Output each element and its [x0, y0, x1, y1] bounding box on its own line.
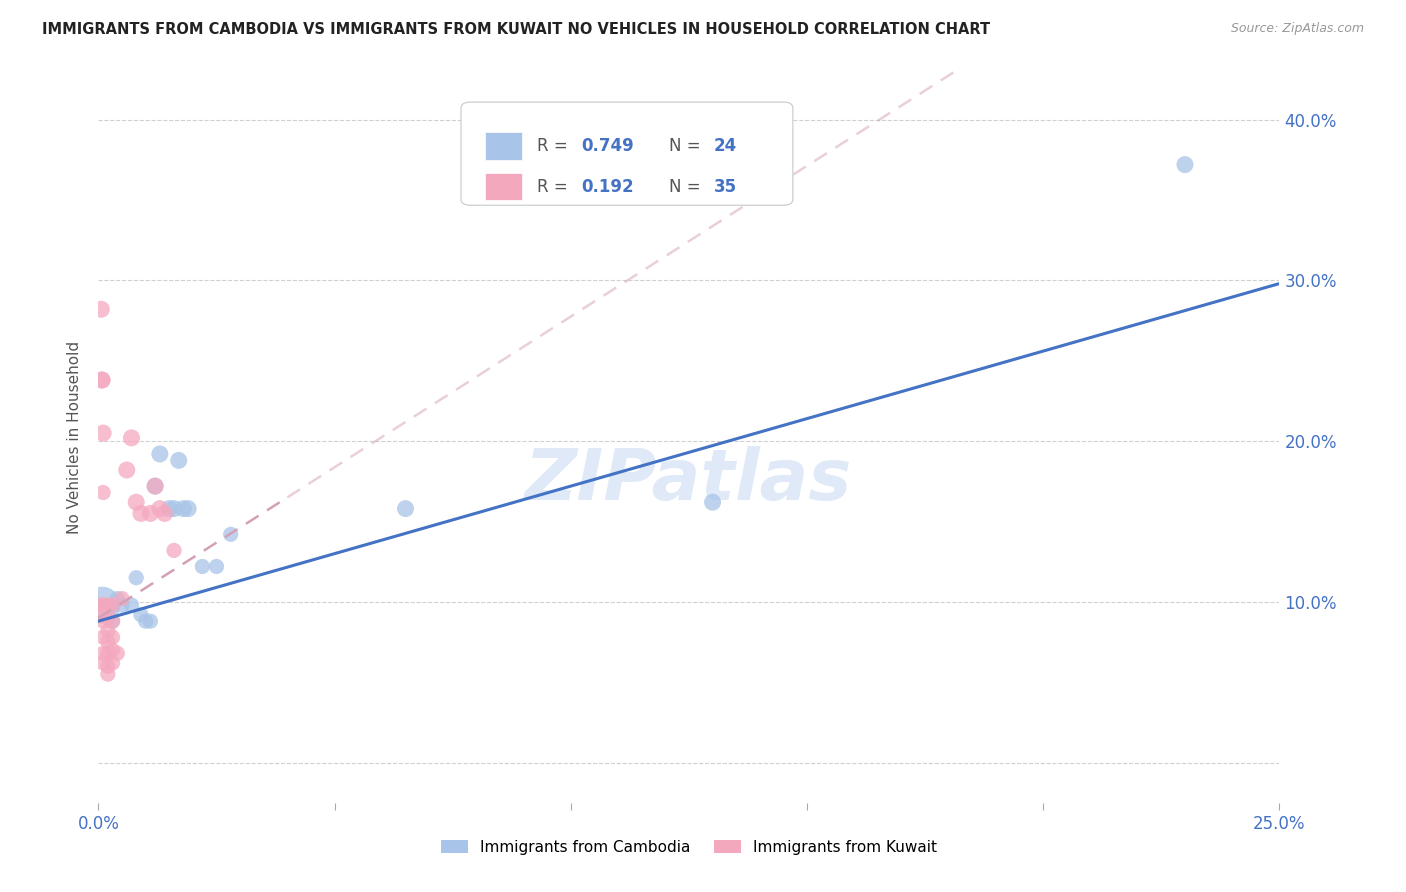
Text: N =: N = — [669, 178, 706, 195]
Point — [91, 598, 114, 612]
Point — [91, 614, 114, 628]
Point — [91, 425, 114, 440]
Point — [121, 598, 143, 612]
Point — [91, 656, 114, 670]
Point — [157, 501, 180, 516]
Text: 35: 35 — [714, 178, 737, 195]
Point — [129, 507, 152, 521]
Text: 0.192: 0.192 — [582, 178, 634, 195]
Point — [149, 501, 172, 516]
Point — [143, 479, 166, 493]
Point — [149, 447, 172, 461]
Point — [101, 598, 124, 612]
Point — [121, 431, 143, 445]
Legend: Immigrants from Cambodia, Immigrants from Kuwait: Immigrants from Cambodia, Immigrants fro… — [434, 834, 943, 861]
Text: N =: N = — [669, 137, 706, 155]
Point — [139, 614, 162, 628]
Point — [97, 646, 120, 660]
Point — [135, 614, 157, 628]
Point — [101, 630, 124, 644]
Point — [97, 607, 120, 622]
Point — [97, 624, 120, 638]
Point — [115, 463, 138, 477]
Point — [105, 591, 128, 606]
Point — [153, 507, 176, 521]
FancyBboxPatch shape — [485, 173, 523, 201]
Text: 0.749: 0.749 — [582, 137, 634, 155]
Point — [394, 501, 416, 516]
FancyBboxPatch shape — [461, 102, 793, 205]
Point — [163, 501, 186, 516]
Point — [139, 507, 162, 521]
Text: R =: R = — [537, 137, 572, 155]
Point — [125, 571, 148, 585]
Point — [97, 667, 120, 681]
Point — [91, 630, 114, 644]
Point — [143, 479, 166, 493]
Point — [101, 614, 124, 628]
Point — [97, 635, 120, 649]
Point — [205, 559, 228, 574]
Y-axis label: No Vehicles in Household: No Vehicles in Household — [67, 341, 83, 533]
Text: 24: 24 — [714, 137, 737, 155]
Point — [90, 607, 112, 622]
Point — [125, 495, 148, 509]
Point — [167, 453, 190, 467]
Point — [163, 543, 186, 558]
Point — [105, 646, 128, 660]
Point — [111, 598, 134, 612]
Point — [219, 527, 242, 541]
Text: ZIPatlas: ZIPatlas — [526, 447, 852, 516]
Point — [172, 501, 194, 516]
Point — [101, 598, 124, 612]
Point — [90, 373, 112, 387]
Point — [101, 643, 124, 657]
Point — [111, 591, 134, 606]
Point — [129, 607, 152, 622]
Point — [191, 559, 214, 574]
Point — [702, 495, 724, 509]
Point — [101, 614, 124, 628]
Text: Source: ZipAtlas.com: Source: ZipAtlas.com — [1230, 22, 1364, 36]
Point — [1174, 158, 1197, 172]
Point — [89, 598, 111, 612]
Point — [101, 656, 124, 670]
Point — [90, 302, 112, 317]
Point — [91, 373, 114, 387]
Point — [97, 611, 120, 625]
Text: R =: R = — [537, 178, 572, 195]
Point — [91, 485, 114, 500]
FancyBboxPatch shape — [485, 132, 523, 161]
Text: IMMIGRANTS FROM CAMBODIA VS IMMIGRANTS FROM KUWAIT NO VEHICLES IN HOUSEHOLD CORR: IMMIGRANTS FROM CAMBODIA VS IMMIGRANTS F… — [42, 22, 990, 37]
Point — [97, 598, 120, 612]
Point — [91, 598, 114, 612]
Point — [91, 646, 114, 660]
Point — [97, 659, 120, 673]
Point — [177, 501, 200, 516]
